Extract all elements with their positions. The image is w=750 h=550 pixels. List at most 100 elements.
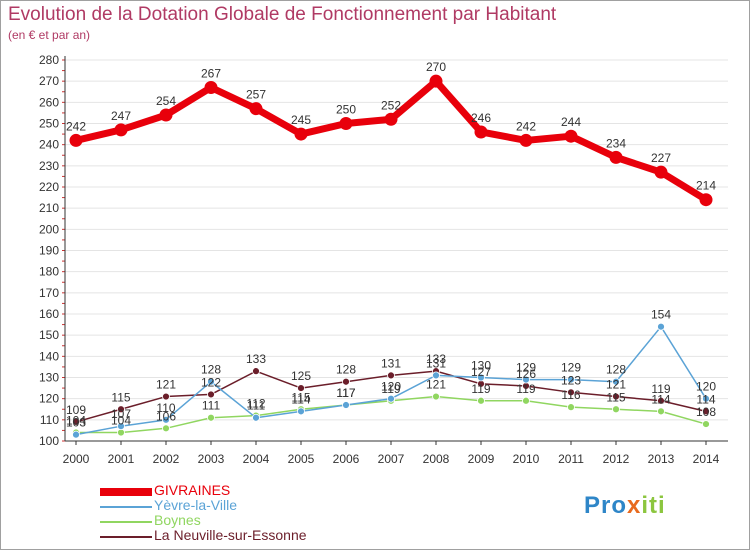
x-tick-label: 2010: [513, 452, 540, 466]
data-label: 119: [651, 382, 670, 396]
data-label: 245: [291, 113, 311, 127]
y-tick-label: 110: [40, 413, 59, 427]
data-label: 117: [336, 386, 355, 400]
y-tick-label: 180: [39, 265, 59, 279]
y-tick-label: 140: [39, 349, 59, 363]
data-point: [612, 405, 620, 414]
data-point: [657, 407, 665, 416]
legend-label: Yèvre-la-Ville: [154, 497, 237, 513]
data-label: 119: [516, 382, 535, 396]
data-point: [387, 371, 395, 380]
data-point: [162, 415, 170, 424]
data-label: 129: [516, 361, 536, 375]
data-point: [387, 394, 395, 403]
data-label: 106: [156, 409, 176, 423]
y-tick-label: 120: [39, 392, 59, 406]
data-point: [567, 388, 575, 397]
data-point: [519, 133, 533, 147]
y-tick-label: 170: [39, 286, 59, 300]
data-point: [567, 375, 575, 384]
x-tick-label: 2008: [423, 452, 450, 466]
data-label: 130: [471, 359, 491, 373]
data-point: [429, 74, 443, 88]
y-tick-label: 100: [39, 434, 59, 448]
data-point: [342, 377, 350, 386]
data-label: 154: [651, 308, 671, 322]
data-point: [207, 390, 215, 399]
proxiti-logo: Proxiti: [584, 492, 666, 520]
y-tick-label: 210: [39, 201, 59, 215]
data-point: [612, 392, 620, 401]
data-point: [657, 396, 665, 405]
data-point: [297, 384, 305, 392]
logo-part-3: iti: [641, 492, 666, 519]
data-label: 121: [426, 378, 446, 392]
data-point: [162, 424, 170, 433]
data-point: [72, 418, 80, 426]
data-label: 114: [291, 392, 310, 406]
y-tick-label: 220: [39, 180, 59, 194]
data-label: 104: [66, 414, 86, 428]
data-point: [702, 407, 710, 416]
data-label: 111: [247, 399, 266, 413]
data-label: 129: [561, 361, 581, 375]
legend-swatch: [100, 505, 152, 508]
data-label: 257: [246, 88, 266, 102]
data-label: 109: [66, 403, 86, 417]
data-label: 112: [246, 397, 265, 411]
legend-label: Boynes: [154, 512, 201, 528]
data-label: 234: [606, 136, 626, 150]
data-point: [69, 133, 83, 147]
data-label: 247: [111, 109, 131, 123]
legend-label: GIVRAINES: [154, 482, 231, 498]
x-tick-label: 2004: [243, 452, 270, 466]
data-point: [522, 396, 530, 405]
data-label: 115: [291, 390, 310, 404]
data-label: 242: [516, 119, 536, 133]
legend-swatch: [100, 520, 152, 523]
legend-swatch: [100, 487, 152, 496]
data-label: 246: [471, 111, 491, 125]
data-point: [162, 392, 170, 401]
legend-label: La Neuville-sur-Essonne: [154, 527, 307, 543]
data-label: 103: [66, 416, 86, 430]
x-tick-label: 2013: [648, 452, 675, 466]
x-tick-label: 2012: [603, 452, 630, 466]
data-point: [612, 377, 620, 386]
y-tick-label: 150: [39, 328, 59, 342]
data-point: [207, 377, 215, 386]
data-point: [204, 81, 218, 95]
data-point: [114, 123, 128, 137]
data-label: 267: [201, 67, 221, 81]
data-point: [702, 420, 710, 428]
data-point: [432, 392, 440, 401]
y-tick-label: 130: [39, 371, 59, 385]
y-tick-label: 250: [39, 117, 59, 131]
legend-swatch: [100, 535, 152, 538]
data-label: 252: [381, 98, 401, 112]
data-point: [474, 125, 488, 139]
data-label: 242: [66, 119, 86, 133]
data-point: [477, 373, 485, 382]
data-label: 254: [156, 94, 176, 108]
data-label: 127: [471, 365, 491, 379]
data-point: [207, 413, 215, 422]
x-tick-label: 2001: [108, 452, 135, 466]
y-tick-label: 230: [39, 159, 59, 173]
data-point: [249, 102, 263, 116]
data-label: 108: [696, 405, 716, 419]
data-label: 250: [336, 103, 356, 117]
data-point: [297, 407, 305, 416]
data-label: 131: [426, 356, 446, 370]
data-point: [699, 193, 713, 207]
data-label: 120: [381, 380, 401, 394]
x-tick-label: 2002: [153, 452, 180, 466]
data-label: 107: [111, 407, 131, 421]
data-point: [657, 322, 665, 331]
data-point: [72, 430, 80, 439]
x-tick-label: 2000: [63, 452, 90, 466]
data-point: [117, 405, 125, 414]
x-tick-label: 2014: [693, 452, 720, 466]
data-point: [702, 394, 710, 403]
